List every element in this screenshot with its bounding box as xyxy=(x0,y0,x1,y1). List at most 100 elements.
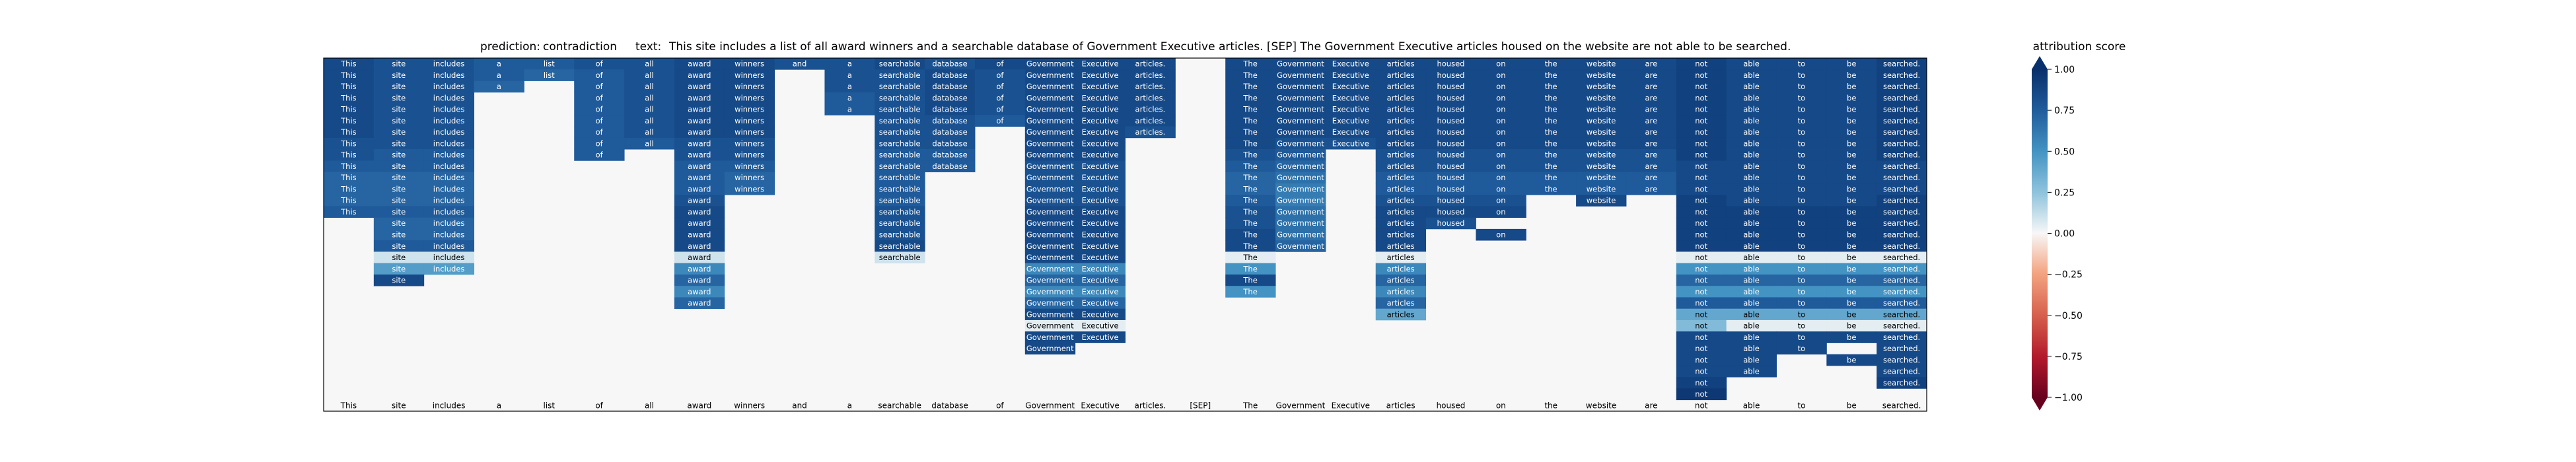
heatmap-cell xyxy=(1676,377,1727,389)
x-tick-label: includes xyxy=(433,401,466,410)
colorbar-tick-label: −0.75 xyxy=(2054,352,2083,362)
prediction-label: prediction: xyxy=(480,40,540,53)
heatmap-cell-label: Government xyxy=(1026,139,1074,148)
heatmap-cell xyxy=(1125,104,1176,116)
heatmap-cell xyxy=(824,92,875,104)
heatmap-cell xyxy=(674,195,725,207)
heatmap-cell xyxy=(1776,104,1827,116)
heatmap-cell xyxy=(1375,126,1427,139)
heatmap-cell-label: are xyxy=(1645,162,1658,171)
heatmap-cell xyxy=(1826,319,1877,332)
heatmap-cell-label: database xyxy=(932,93,967,102)
heatmap-cell-label: be xyxy=(1847,333,1856,342)
heatmap-cell-label: Executive xyxy=(1332,59,1369,69)
heatmap-cell-label: site xyxy=(392,116,406,125)
heatmap-cell-label: able xyxy=(1743,276,1760,285)
heatmap-cell xyxy=(1425,115,1476,127)
heatmap-cell xyxy=(1726,263,1777,275)
heatmap-cell xyxy=(1676,308,1727,321)
heatmap-cell xyxy=(1375,115,1427,127)
heatmap-cell xyxy=(1275,115,1326,127)
heatmap-cell xyxy=(1075,126,1126,139)
heatmap-cell-label: award xyxy=(688,93,711,102)
heatmap-cell xyxy=(1375,274,1427,286)
x-tick-label: a xyxy=(847,401,852,410)
x-tick-label: The xyxy=(1242,401,1258,410)
heatmap-cell-label: not xyxy=(1695,150,1707,160)
heatmap-cell xyxy=(1125,126,1176,139)
heatmap-cell xyxy=(1024,69,1076,81)
heatmap-cell-label: able xyxy=(1743,139,1760,148)
heatmap-cell-label: to xyxy=(1798,127,1806,137)
heatmap-cell-label: Executive xyxy=(1332,71,1369,80)
heatmap-cell-label: Government xyxy=(1026,71,1074,80)
heatmap-cell-label: database xyxy=(932,71,967,80)
heatmap-cell xyxy=(925,92,976,104)
heatmap-cell xyxy=(1776,149,1827,161)
heatmap-cell xyxy=(1826,92,1877,104)
heatmap-cell xyxy=(373,240,425,252)
heatmap-cell xyxy=(1676,217,1727,230)
heatmap-cell xyxy=(1075,104,1126,116)
heatmap-cell xyxy=(1877,92,1927,104)
heatmap-cell xyxy=(1024,195,1076,207)
heatmap-cell xyxy=(574,137,625,150)
heatmap-cell xyxy=(1576,137,1627,150)
heatmap-cell xyxy=(1576,183,1627,195)
heatmap-cell-label: winners xyxy=(734,127,764,137)
heatmap-cell-label: searchable xyxy=(879,196,921,205)
heatmap-cell-label: the xyxy=(1545,184,1557,193)
heatmap-cell-label: to xyxy=(1798,344,1806,353)
heatmap-cell-label: This xyxy=(340,116,357,125)
heatmap-cell xyxy=(1425,58,1476,70)
heatmap-cell xyxy=(1476,183,1526,195)
heatmap-cell-label: database xyxy=(932,139,967,148)
heatmap-cell-label: be xyxy=(1847,173,1856,182)
heatmap-cell xyxy=(1576,69,1627,81)
heatmap-cell xyxy=(674,206,725,218)
heatmap-cell xyxy=(1075,308,1126,321)
heatmap-cell-label: award xyxy=(688,127,711,137)
heatmap-cell-label: not xyxy=(1695,276,1707,285)
heatmap-cell xyxy=(1877,58,1927,70)
heatmap-cell xyxy=(1576,160,1627,172)
heatmap-cell xyxy=(724,160,775,172)
heatmap-cell-label: Government xyxy=(1277,162,1324,171)
heatmap-cell-label: winners xyxy=(734,139,764,148)
heatmap-cell-label: able xyxy=(1743,127,1760,137)
heatmap-cell-label: be xyxy=(1847,71,1856,80)
heatmap-cell xyxy=(1877,377,1927,389)
heatmap-cell xyxy=(574,81,625,93)
heatmap-cell-label: database xyxy=(932,59,967,69)
heatmap-cell xyxy=(1325,137,1377,150)
prediction-value: contradiction xyxy=(543,40,617,53)
heatmap-cell xyxy=(423,217,475,230)
heatmap-cell-label: searched. xyxy=(1883,162,1920,171)
heatmap-cell-label: includes xyxy=(433,93,465,102)
heatmap-cell-label: searchable xyxy=(879,184,921,193)
heatmap-cell xyxy=(1275,92,1326,104)
heatmap-cell xyxy=(624,69,675,81)
heatmap-cell xyxy=(1877,206,1927,218)
heatmap-cell xyxy=(1325,92,1377,104)
heatmap-cell xyxy=(373,81,425,93)
heatmap-cell xyxy=(1826,263,1877,275)
heatmap-cell-label: Government xyxy=(1026,93,1074,102)
heatmap-cells: This site includes a list of all award winners an… xyxy=(324,58,1927,401)
heatmap-cell xyxy=(1776,286,1827,298)
heatmap-cell-label: website xyxy=(1587,93,1616,102)
heatmap-cell xyxy=(1726,160,1777,172)
heatmap-cell-label: able xyxy=(1743,367,1760,376)
heatmap-cell-label: includes xyxy=(433,264,465,273)
heatmap-cell-label: articles xyxy=(1387,173,1415,182)
heatmap-cell-label: winners xyxy=(734,93,764,102)
heatmap-cell xyxy=(1024,343,1076,355)
heatmap-cell xyxy=(674,81,725,93)
heatmap-cell-label: be xyxy=(1847,116,1856,125)
heatmap-cell xyxy=(1676,365,1727,378)
heatmap-cell xyxy=(423,172,475,184)
heatmap-cell-label: includes xyxy=(433,207,465,216)
heatmap-cell xyxy=(674,286,725,298)
heatmap-cell xyxy=(1024,160,1076,172)
heatmap-cell xyxy=(1375,81,1427,93)
